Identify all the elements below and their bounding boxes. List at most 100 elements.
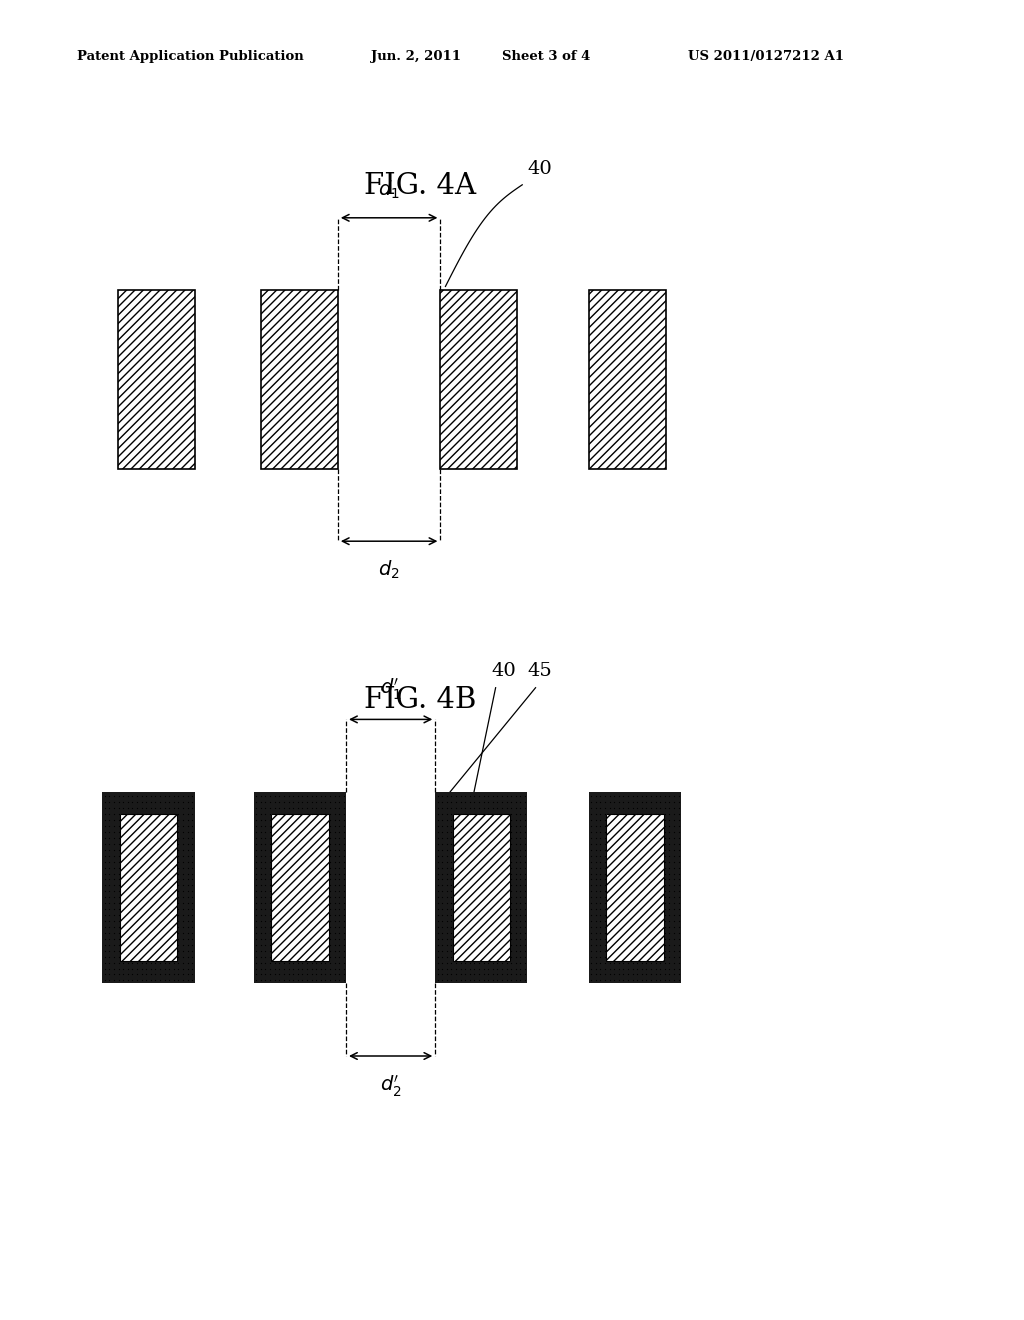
Point — [281, 958, 297, 979]
Point — [262, 899, 279, 920]
Point — [184, 809, 201, 830]
Point — [248, 821, 264, 842]
Point — [262, 869, 279, 890]
Point — [434, 916, 451, 937]
Point — [179, 911, 196, 932]
Point — [331, 952, 347, 973]
Point — [120, 958, 136, 979]
Bar — [120, 814, 177, 961]
Point — [111, 845, 127, 866]
Point — [429, 970, 445, 991]
Point — [248, 809, 264, 830]
Point — [294, 797, 310, 818]
Point — [666, 970, 682, 991]
Point — [175, 887, 191, 908]
Point — [471, 797, 487, 818]
Point — [120, 952, 136, 973]
Point — [271, 964, 288, 985]
Point — [466, 792, 482, 813]
Point — [656, 880, 673, 902]
Point — [262, 792, 279, 813]
Point — [253, 899, 269, 920]
Point — [175, 940, 191, 961]
Point — [105, 899, 122, 920]
Point — [129, 970, 145, 991]
Point — [111, 946, 127, 968]
Point — [517, 899, 534, 920]
Point — [317, 964, 334, 985]
Point — [503, 863, 519, 884]
Point — [170, 887, 186, 908]
Point — [179, 916, 196, 937]
Point — [322, 892, 338, 913]
Point — [184, 863, 201, 884]
Point — [597, 928, 613, 949]
Point — [652, 952, 669, 973]
Point — [257, 869, 273, 890]
Point — [322, 804, 338, 825]
Point — [489, 797, 506, 818]
Point — [438, 958, 455, 979]
Point — [175, 857, 191, 878]
Point — [475, 792, 492, 813]
Point — [434, 840, 451, 861]
Point — [583, 952, 599, 973]
Point — [322, 851, 338, 873]
Point — [322, 970, 338, 991]
Point — [111, 904, 127, 925]
Point — [429, 892, 445, 913]
Point — [625, 952, 641, 973]
Point — [671, 816, 687, 837]
Point — [115, 958, 131, 979]
Point — [615, 797, 632, 818]
Point — [494, 804, 510, 825]
Point — [489, 958, 506, 979]
Point — [517, 916, 534, 937]
Point — [583, 904, 599, 925]
Point — [583, 958, 599, 979]
Point — [475, 797, 492, 818]
Point — [512, 935, 528, 956]
Point — [336, 857, 352, 878]
Point — [133, 792, 150, 813]
Point — [175, 946, 191, 968]
Point — [592, 887, 608, 908]
Point — [503, 958, 519, 979]
Point — [253, 785, 269, 807]
Point — [434, 952, 451, 973]
Point — [184, 935, 201, 956]
Point — [512, 946, 528, 968]
Point — [248, 875, 264, 896]
Point — [170, 809, 186, 830]
Point — [327, 869, 343, 890]
Point — [96, 785, 113, 807]
Point — [656, 935, 673, 956]
Point — [336, 816, 352, 837]
Point — [322, 904, 338, 925]
Point — [597, 821, 613, 842]
Point — [597, 916, 613, 937]
Point — [253, 935, 269, 956]
Point — [666, 887, 682, 908]
Point — [583, 899, 599, 920]
Point — [656, 797, 673, 818]
Point — [484, 792, 501, 813]
Point — [331, 892, 347, 913]
Point — [327, 792, 343, 813]
Point — [248, 970, 264, 991]
Point — [105, 851, 122, 873]
Point — [512, 797, 528, 818]
Point — [429, 964, 445, 985]
Point — [652, 797, 669, 818]
Point — [508, 792, 524, 813]
Point — [662, 785, 678, 807]
Point — [643, 964, 659, 985]
Point — [597, 792, 613, 813]
Point — [666, 916, 682, 937]
Point — [462, 958, 478, 979]
Point — [462, 792, 478, 813]
Point — [638, 952, 654, 973]
Point — [285, 797, 301, 818]
Point — [629, 804, 645, 825]
Point — [120, 785, 136, 807]
